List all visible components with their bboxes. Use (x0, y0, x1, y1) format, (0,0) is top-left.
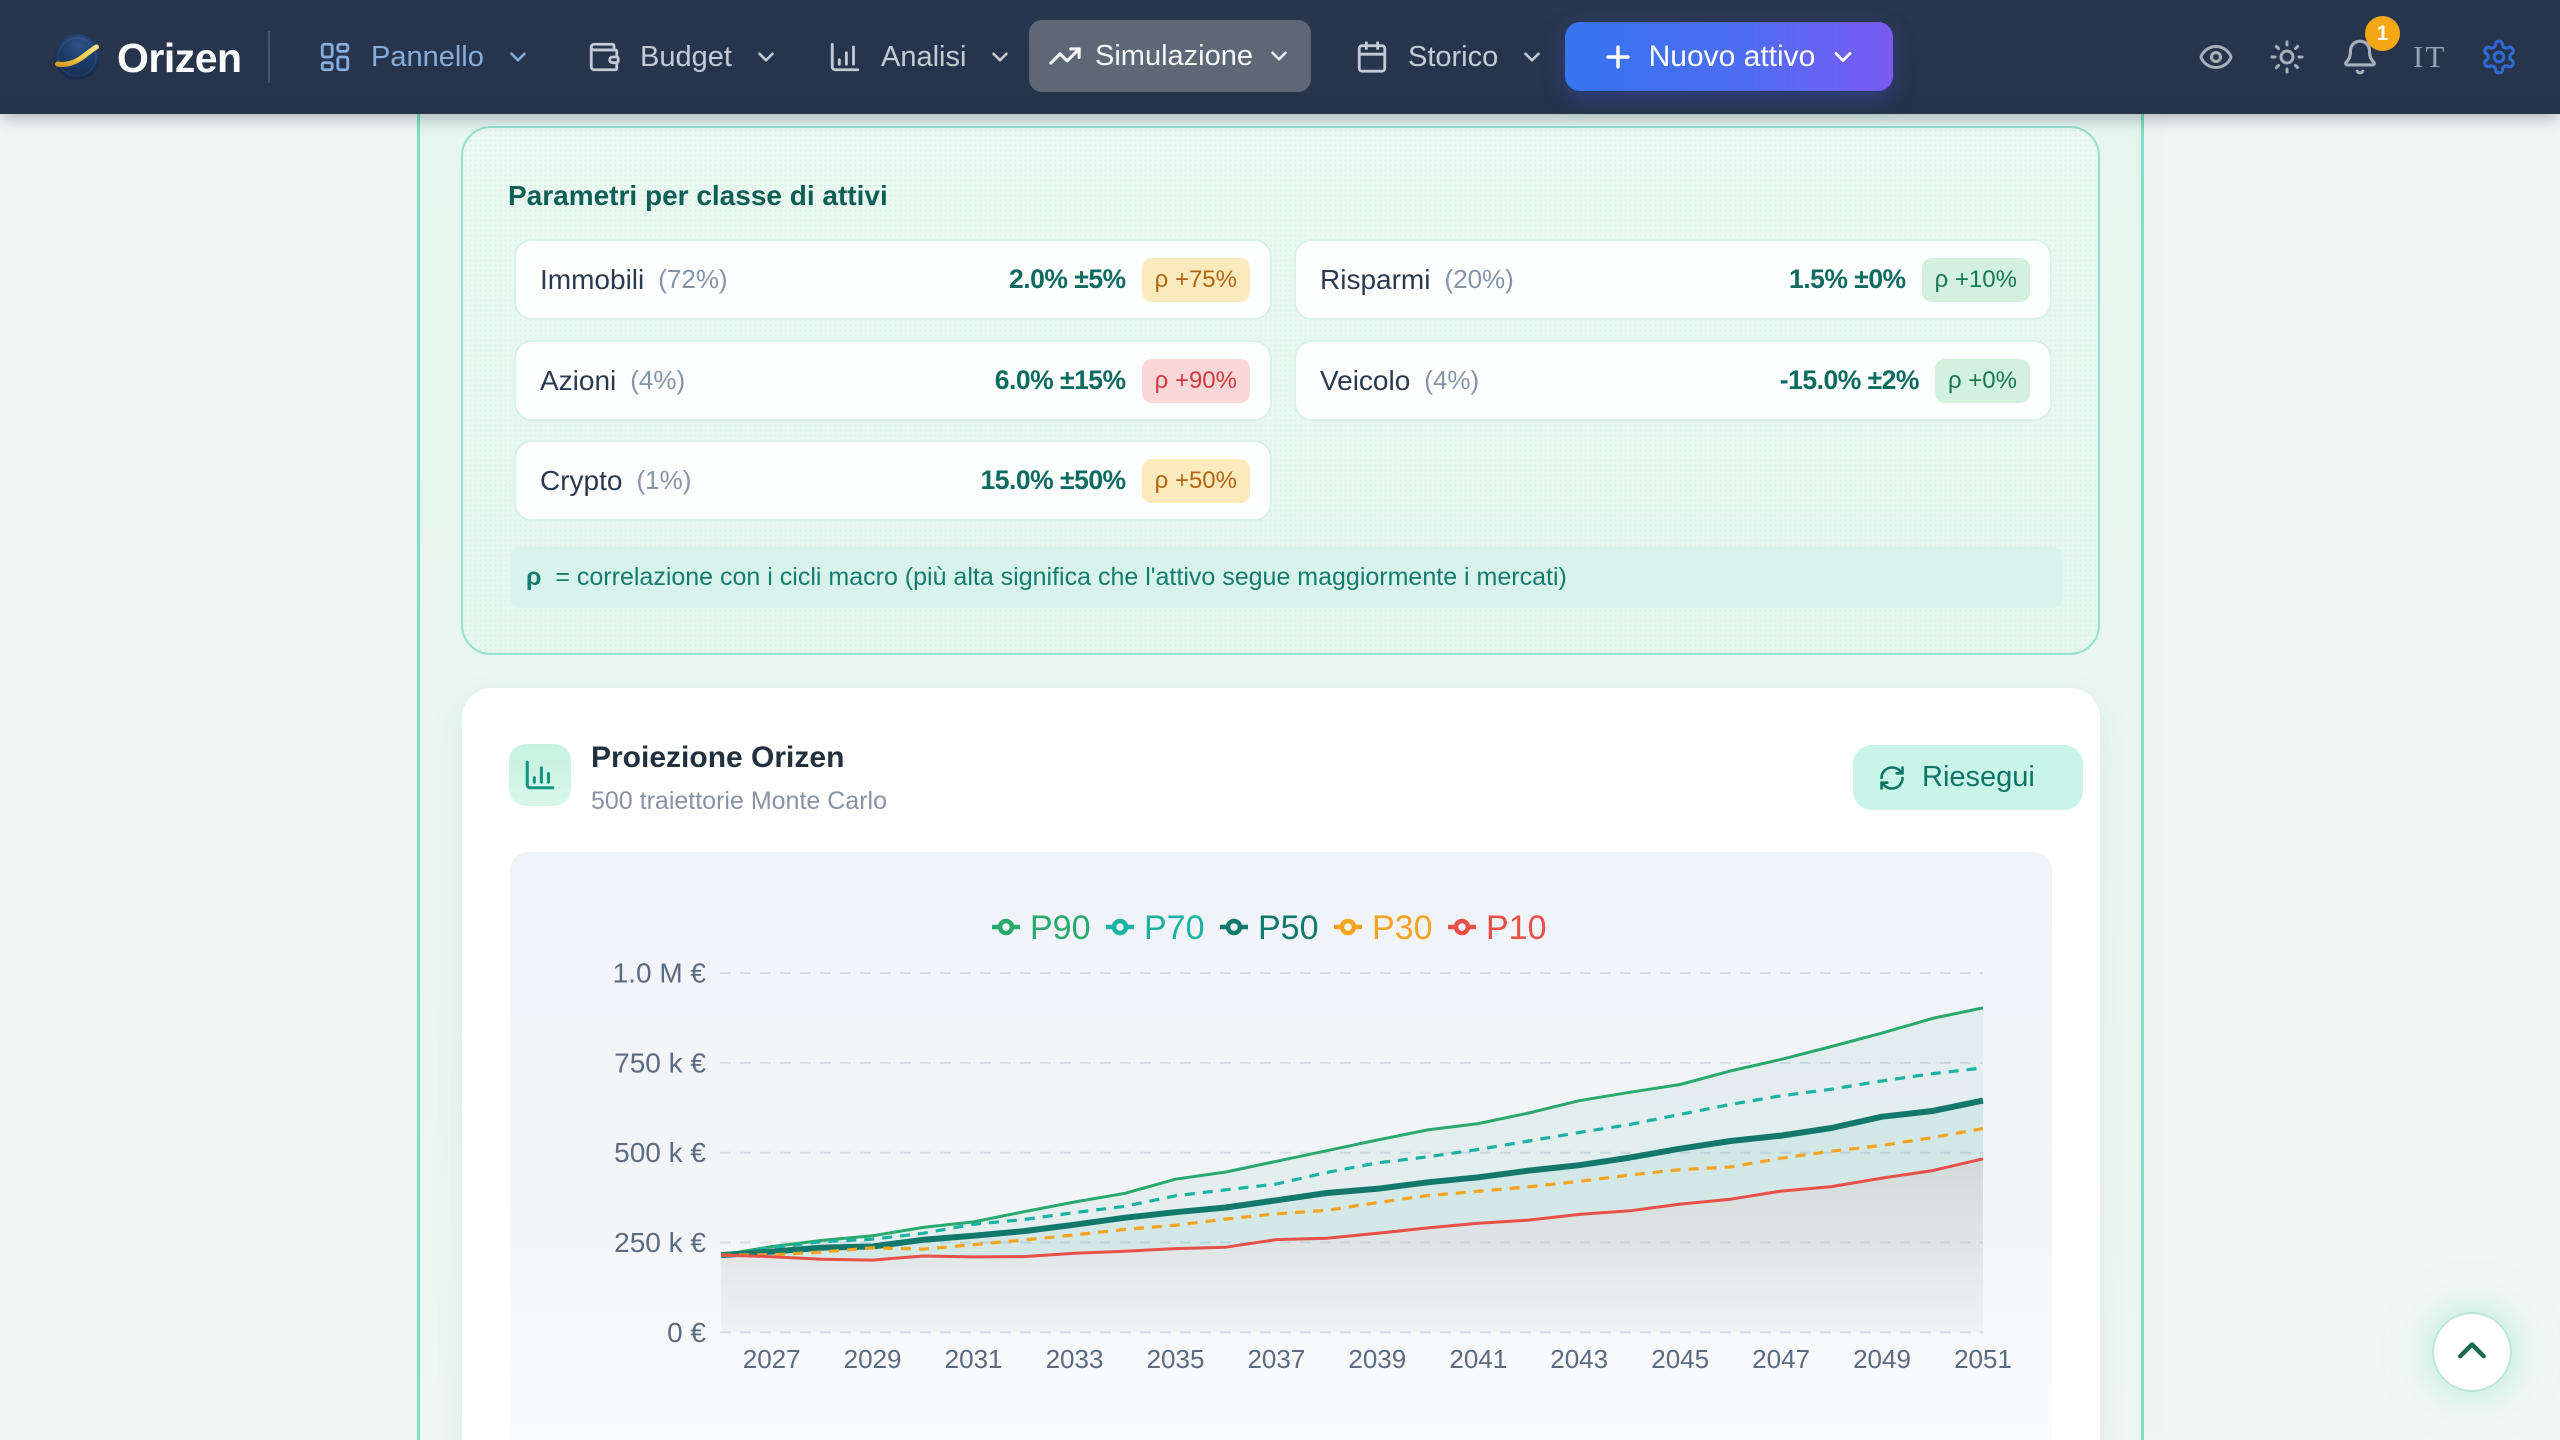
svg-text:2043: 2043 (1550, 1344, 1608, 1374)
svg-text:P50: P50 (1258, 909, 1319, 947)
svg-text:2051: 2051 (1954, 1344, 2012, 1374)
svg-text:P70: P70 (1144, 909, 1205, 947)
svg-text:2047: 2047 (1752, 1344, 1810, 1374)
svg-text:250 k €: 250 k € (614, 1227, 706, 1258)
svg-text:2029: 2029 (844, 1344, 902, 1374)
svg-text:P10: P10 (1486, 909, 1547, 947)
svg-text:500 k €: 500 k € (614, 1137, 706, 1168)
svg-text:0 €: 0 € (667, 1317, 706, 1348)
svg-text:2027: 2027 (743, 1344, 801, 1374)
svg-text:2037: 2037 (1247, 1344, 1305, 1374)
svg-text:P30: P30 (1372, 909, 1433, 947)
svg-text:2035: 2035 (1147, 1344, 1205, 1374)
svg-text:750 k €: 750 k € (614, 1047, 706, 1078)
svg-text:1.0 M €: 1.0 M € (613, 958, 707, 989)
svg-text:2039: 2039 (1348, 1344, 1406, 1374)
svg-text:2049: 2049 (1853, 1344, 1911, 1374)
svg-text:2033: 2033 (1046, 1344, 1104, 1374)
svg-text:2045: 2045 (1651, 1344, 1709, 1374)
svg-text:P90: P90 (1030, 909, 1091, 947)
svg-text:2041: 2041 (1449, 1344, 1507, 1374)
svg-text:2031: 2031 (945, 1344, 1003, 1374)
